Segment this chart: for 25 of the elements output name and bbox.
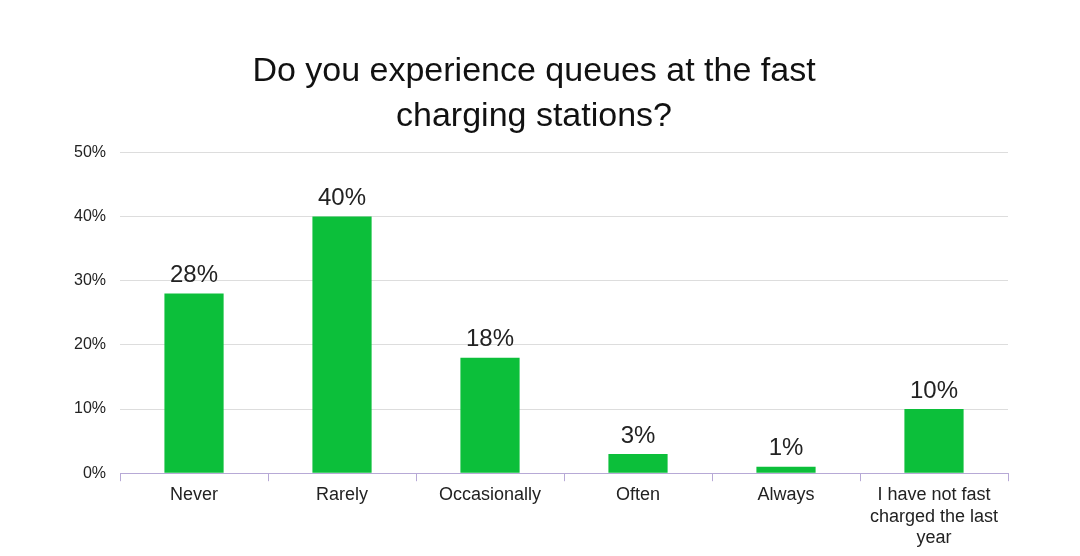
data-label: 10%	[909, 375, 959, 403]
y-tick-label: 40%	[73, 206, 107, 224]
chart-title: Do you experience queues at the fast charging stations?	[252, 50, 817, 133]
bar	[460, 357, 520, 473]
y-tick-label: 10%	[73, 399, 107, 417]
bar	[608, 453, 668, 473]
data-label: 3%	[620, 420, 656, 448]
x-tick-label: Never	[170, 483, 219, 504]
y-tick-label: 0%	[82, 463, 107, 481]
x-tick-label: Always	[757, 483, 815, 504]
y-tick-label: 50%	[73, 142, 107, 160]
bar	[904, 409, 964, 473]
y-tick-label: 30%	[73, 271, 107, 289]
data-label: 1%	[768, 433, 804, 461]
x-tick-label: I have not fast charged the last year	[869, 483, 999, 548]
data-label: 18%	[465, 324, 515, 352]
bar	[164, 293, 224, 473]
y-tick-label: 20%	[73, 335, 107, 353]
data-label: 28%	[170, 260, 219, 288]
data-label: 40%	[317, 183, 367, 211]
x-tick-label: Occasionally	[438, 483, 542, 504]
bar	[312, 216, 372, 473]
x-tick-label: Rarely	[316, 483, 369, 504]
bar	[756, 466, 816, 473]
x-tick-label: Often	[615, 483, 661, 504]
